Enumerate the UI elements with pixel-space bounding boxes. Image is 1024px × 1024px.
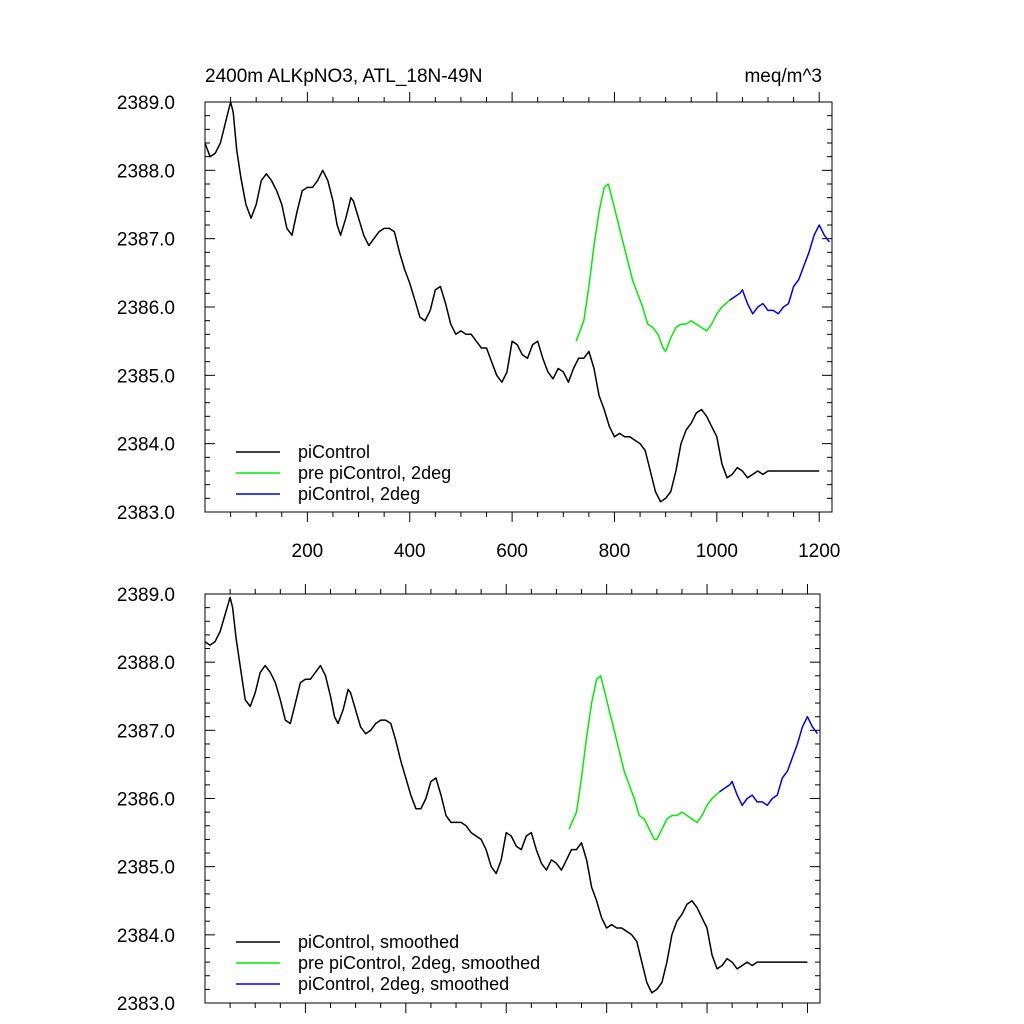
- y-tick-label: 2385.0: [117, 858, 175, 879]
- y-tick-label: 2389.0: [117, 585, 175, 606]
- legend-label: piControl: [298, 442, 370, 462]
- x-tick-label: 600: [496, 541, 528, 562]
- y-tick-label: 2383.0: [117, 994, 175, 1015]
- y-tick-label: 2389.0: [117, 93, 175, 114]
- legend-label: pre piControl, 2deg, smoothed: [298, 953, 540, 973]
- x-tick-label: 800: [599, 541, 631, 562]
- series-line-picontrol-2deg: [729, 224, 831, 315]
- y-tick-label: 2387.0: [117, 230, 175, 251]
- y-tick-label: 2386.0: [117, 790, 175, 811]
- series-line-pre-picontrol-2deg: [575, 183, 731, 353]
- legend-label: pre piControl, 2deg: [298, 463, 451, 483]
- series-line-picontrol-2deg-smoothed: [719, 715, 819, 807]
- series-line-picontrol-smoothed: [205, 596, 808, 994]
- y-tick-label: 2386.0: [117, 298, 175, 319]
- y-tick-label: 2385.0: [117, 366, 175, 387]
- y-tick-label: 2384.0: [117, 926, 175, 947]
- series-line-pre-picontrol-2deg-smoothed: [568, 675, 721, 841]
- x-tick-label: 1000: [696, 541, 738, 562]
- chart-title: 2400m ALKpNO3, ATL_18N-49N: [205, 66, 482, 87]
- bottom-panel: 2383.0 2384.0 2385.0 2386.0 2387.0 2388.0 2389…: [117, 584, 821, 1015]
- y-tick-label: 2384.0: [117, 435, 175, 456]
- y-tick-label: 2387.0: [117, 721, 175, 742]
- legend-label: piControl, 2deg, smoothed: [298, 974, 509, 994]
- y-tick-label: 2388.0: [117, 161, 175, 182]
- legend-label: piControl, smoothed: [298, 932, 459, 952]
- x-tick-label: 1200: [798, 541, 840, 562]
- series-line-picontrol: [205, 101, 820, 503]
- units-label: meq/m^3: [744, 66, 822, 87]
- legend-label: piControl, 2deg: [298, 484, 420, 504]
- x-tick-label: 200: [292, 541, 324, 562]
- y-tick-label: 2388.0: [117, 653, 175, 674]
- x-tick-label: 400: [394, 541, 426, 562]
- y-tick-label: 2383.0: [117, 503, 175, 524]
- top-panel: 2383.0 2384.0 2385.0 2386.0 2387.0 2388.0 2389…: [117, 92, 840, 562]
